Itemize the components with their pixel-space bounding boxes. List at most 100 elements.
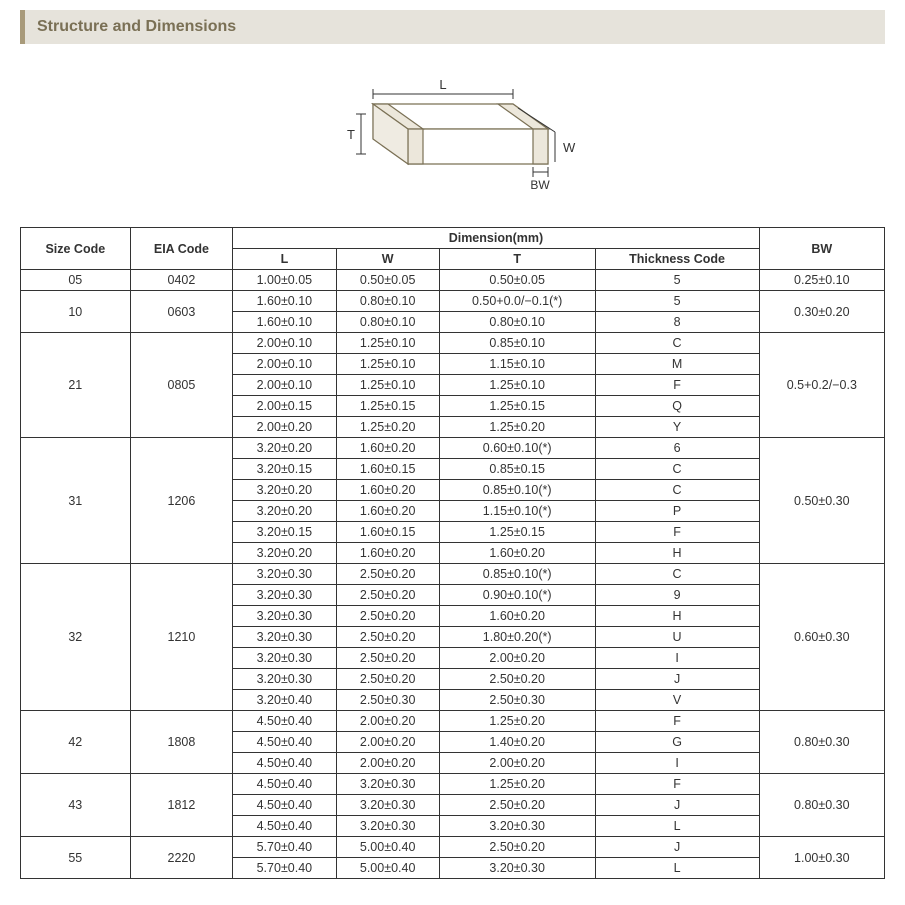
table-row: 2108052.00±0.101.25±0.100.85±0.10C0.5+0.… bbox=[21, 333, 885, 354]
cell-value: 2.00±0.10 bbox=[233, 333, 336, 354]
cell-value: 1.80±0.20(*) bbox=[439, 627, 595, 648]
table-body: 0504021.00±0.050.50±0.050.50±0.0550.25±0… bbox=[21, 270, 885, 879]
cell-value: 2.00±0.20 bbox=[336, 753, 439, 774]
cell-value: 4.50±0.40 bbox=[233, 774, 336, 795]
cell-size-code: 32 bbox=[21, 564, 131, 711]
cell-value: 1.15±0.10(*) bbox=[439, 501, 595, 522]
cell-value: 1.60±0.20 bbox=[336, 480, 439, 501]
cell-value: 0.50±0.05 bbox=[439, 270, 595, 291]
cell-value: 3.20±0.30 bbox=[233, 564, 336, 585]
cell-value: 2.50±0.20 bbox=[439, 669, 595, 690]
cell-value: 3.20±0.30 bbox=[233, 669, 336, 690]
cell-value: C bbox=[595, 480, 759, 501]
cell-value: 3.20±0.15 bbox=[233, 522, 336, 543]
cell-value: 3.20±0.20 bbox=[233, 438, 336, 459]
cell-value: 0.85±0.10(*) bbox=[439, 480, 595, 501]
cell-value: 1.25±0.10 bbox=[439, 375, 595, 396]
cell-value: C bbox=[595, 564, 759, 585]
cell-value: 9 bbox=[595, 585, 759, 606]
cell-value: 3.20±0.40 bbox=[233, 690, 336, 711]
cell-value: 2.50±0.20 bbox=[336, 606, 439, 627]
cell-value: H bbox=[595, 543, 759, 564]
table-row: 3112063.20±0.201.60±0.200.60±0.10(*)60.5… bbox=[21, 438, 885, 459]
cell-eia-code: 0603 bbox=[130, 291, 233, 333]
col-T: T bbox=[439, 249, 595, 270]
cell-value: F bbox=[595, 774, 759, 795]
cell-value: 5.00±0.40 bbox=[336, 858, 439, 879]
label-BW: BW bbox=[530, 178, 550, 192]
cell-value: 1.25±0.15 bbox=[336, 396, 439, 417]
cell-value: 1.25±0.10 bbox=[336, 375, 439, 396]
cell-value: 1.60±0.10 bbox=[233, 312, 336, 333]
cell-value: 3.20±0.15 bbox=[233, 459, 336, 480]
cell-value: 1.60±0.10 bbox=[233, 291, 336, 312]
table-row: 4318124.50±0.403.20±0.301.25±0.20F0.80±0… bbox=[21, 774, 885, 795]
col-L: L bbox=[233, 249, 336, 270]
cell-value: 2.00±0.10 bbox=[233, 375, 336, 396]
table-row: 4218084.50±0.402.00±0.201.25±0.20F0.80±0… bbox=[21, 711, 885, 732]
cell-value: 3.20±0.30 bbox=[336, 816, 439, 837]
label-T: T bbox=[347, 127, 355, 142]
cell-value: 1.60±0.20 bbox=[439, 543, 595, 564]
cell-value: 3.20±0.30 bbox=[439, 816, 595, 837]
cell-value: 1.60±0.20 bbox=[439, 606, 595, 627]
cell-value: J bbox=[595, 795, 759, 816]
cell-value: 4.50±0.40 bbox=[233, 711, 336, 732]
capacitor-diagram: L T W BW bbox=[20, 54, 885, 207]
cell-value: 1.40±0.20 bbox=[439, 732, 595, 753]
cell-value: 1.25±0.15 bbox=[439, 522, 595, 543]
dimensions-table: Size Code EIA Code Dimension(mm) BW L W … bbox=[20, 227, 885, 879]
label-W: W bbox=[563, 140, 576, 155]
table-row: 5522205.70±0.405.00±0.402.50±0.20J1.00±0… bbox=[21, 837, 885, 858]
cell-value: 3.20±0.20 bbox=[233, 480, 336, 501]
cell-size-code: 43 bbox=[21, 774, 131, 837]
cell-value: V bbox=[595, 690, 759, 711]
cell-value: 1.25±0.10 bbox=[336, 354, 439, 375]
cell-value: 6 bbox=[595, 438, 759, 459]
table-row: 3212103.20±0.302.50±0.200.85±0.10(*)C0.6… bbox=[21, 564, 885, 585]
cell-value: 0.80±0.10 bbox=[336, 312, 439, 333]
cell-value: 1.25±0.15 bbox=[439, 396, 595, 417]
cell-value: 2.50±0.20 bbox=[439, 837, 595, 858]
cell-bw: 0.25±0.10 bbox=[759, 270, 884, 291]
col-dimension-group: Dimension(mm) bbox=[233, 228, 759, 249]
cell-value: J bbox=[595, 837, 759, 858]
cell-value: 8 bbox=[595, 312, 759, 333]
cell-value: 3.20±0.30 bbox=[336, 774, 439, 795]
cell-value: M bbox=[595, 354, 759, 375]
cell-value: C bbox=[595, 333, 759, 354]
cell-value: 2.50±0.20 bbox=[336, 585, 439, 606]
cell-value: 0.90±0.10(*) bbox=[439, 585, 595, 606]
col-size-code: Size Code bbox=[21, 228, 131, 270]
cell-value: 3.20±0.20 bbox=[233, 543, 336, 564]
cell-bw: 0.80±0.30 bbox=[759, 774, 884, 837]
cell-value: 5.00±0.40 bbox=[336, 837, 439, 858]
cell-value: 1.60±0.15 bbox=[336, 522, 439, 543]
cell-value: 3.20±0.30 bbox=[439, 858, 595, 879]
cell-value: 1.25±0.20 bbox=[439, 417, 595, 438]
cell-eia-code: 0805 bbox=[130, 333, 233, 438]
cell-value: I bbox=[595, 753, 759, 774]
cell-size-code: 21 bbox=[21, 333, 131, 438]
section-header: Structure and Dimensions bbox=[20, 10, 885, 44]
cell-value: 2.00±0.20 bbox=[233, 417, 336, 438]
cell-value: 5.70±0.40 bbox=[233, 858, 336, 879]
cell-value: 3.20±0.30 bbox=[233, 606, 336, 627]
cell-eia-code: 1812 bbox=[130, 774, 233, 837]
section-title: Structure and Dimensions bbox=[37, 18, 236, 35]
table-header-row-1: Size Code EIA Code Dimension(mm) BW bbox=[21, 228, 885, 249]
cell-value: J bbox=[595, 669, 759, 690]
cell-value: 2.00±0.20 bbox=[336, 711, 439, 732]
cell-value: F bbox=[595, 375, 759, 396]
cell-value: 0.85±0.10(*) bbox=[439, 564, 595, 585]
table-row: 0504021.00±0.050.50±0.050.50±0.0550.25±0… bbox=[21, 270, 885, 291]
cell-value: 1.25±0.20 bbox=[336, 417, 439, 438]
cell-size-code: 42 bbox=[21, 711, 131, 774]
cell-value: 1.60±0.20 bbox=[336, 501, 439, 522]
cell-value: 0.85±0.10 bbox=[439, 333, 595, 354]
cell-value: L bbox=[595, 816, 759, 837]
cell-value: 1.15±0.10 bbox=[439, 354, 595, 375]
cell-size-code: 10 bbox=[21, 291, 131, 333]
cell-eia-code: 2220 bbox=[130, 837, 233, 879]
cell-value: Y bbox=[595, 417, 759, 438]
